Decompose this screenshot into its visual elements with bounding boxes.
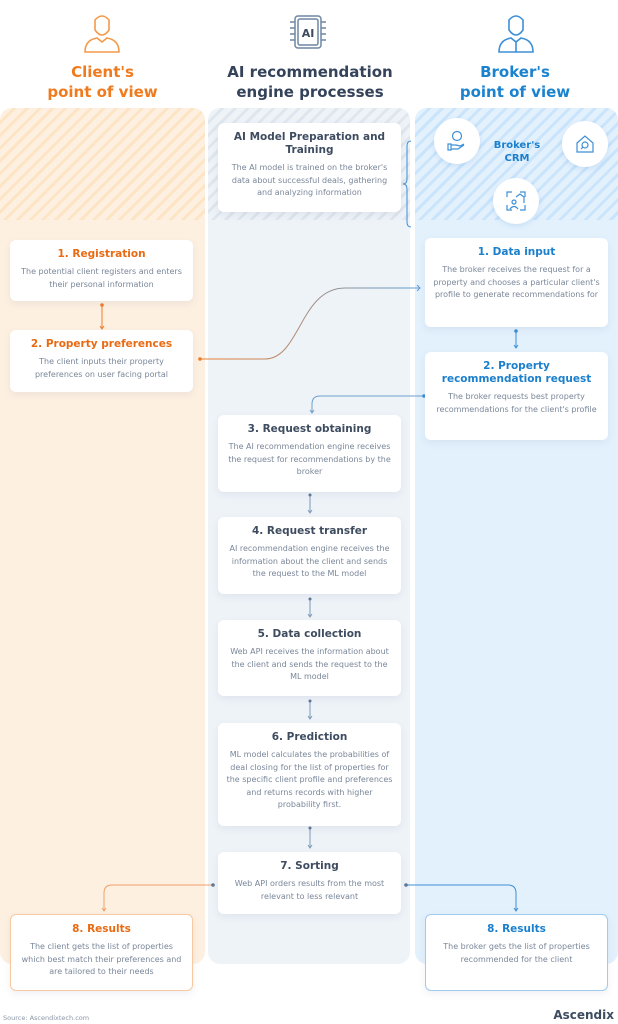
arrow-request-to-obtaining xyxy=(311,395,424,412)
client-step-property-preferences: 2. Property preferences The client inputs… xyxy=(10,330,193,392)
ai-step-sorting: 7. Sorting Web API orders results from th… xyxy=(218,852,401,914)
arrow-sorting-to-broker-results xyxy=(406,884,517,910)
businessman-icon xyxy=(498,15,534,53)
ai-step-data-collection: 5. Data collection Web API receives the i… xyxy=(218,620,401,696)
ai-step-request-obtaining: 3. Request obtaining The AI recommendatio… xyxy=(218,415,401,492)
crm-bracket xyxy=(402,140,412,228)
house-search-icon xyxy=(562,121,608,167)
client-step-results: 8. Results The client gets the list of pr… xyxy=(10,914,193,991)
ai-column-title: AI recommendation engine processes xyxy=(227,63,393,101)
crm-label: Broker's CRM xyxy=(493,140,541,164)
arrow-sorting-to-client-results xyxy=(103,884,213,910)
brand-logo: Ascendix xyxy=(553,1008,614,1022)
broker-step-recommendation-request: 2. Property recommendation request The br… xyxy=(425,352,608,440)
ai-step-prediction: 6. Prediction ML model calculates the pro… xyxy=(218,723,401,826)
ai-step-request-transfer: 4. Request transfer AI recommendation eng… xyxy=(218,517,401,594)
person-icon xyxy=(84,15,120,53)
house-person-icon xyxy=(493,178,539,224)
chip-label: AI xyxy=(302,27,315,40)
arrow-pref-to-data-input xyxy=(200,287,420,360)
client-step-registration: 1. Registration The potential client regi… xyxy=(10,240,193,301)
ai-step-model-training: AI Model Preparation and Training The AI … xyxy=(218,123,401,212)
broker-column-title: Broker's point of view xyxy=(459,63,571,101)
ai-chip-icon: AI xyxy=(290,15,326,49)
broker-step-results: 8. Results The broker gets the list of pr… xyxy=(425,914,608,991)
money-hand-icon xyxy=(434,118,480,164)
broker-step-data-input: 1. Data input The broker receives the req… xyxy=(425,238,608,327)
client-column-title: Client's point of view xyxy=(47,63,158,101)
source-note: Source: Ascendixtech.com xyxy=(3,1014,90,1022)
